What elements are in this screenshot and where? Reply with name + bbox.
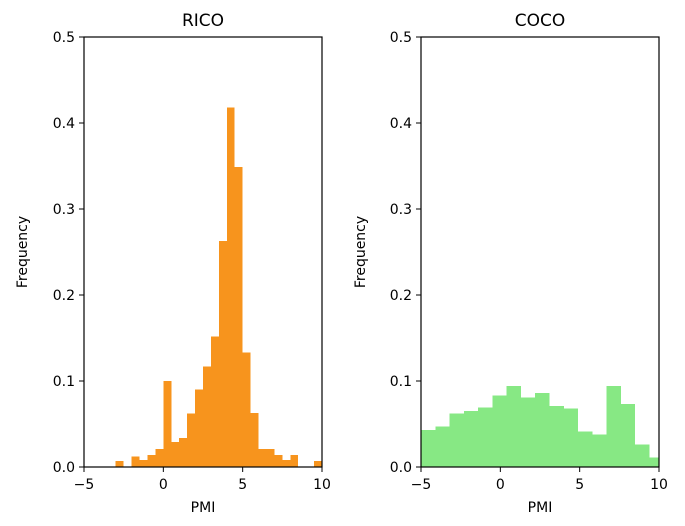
coco-bar <box>435 426 450 467</box>
coco-bar <box>535 393 550 467</box>
rico-bar <box>274 454 283 467</box>
rico-bar <box>203 366 211 467</box>
rico-bar <box>163 381 172 467</box>
rico-bar <box>258 448 267 467</box>
coco-y-tick-label: 0.5 <box>390 30 412 46</box>
coco-x-tick-label: 5 <box>575 477 584 493</box>
rico-bar <box>187 413 196 467</box>
rico-bar <box>234 166 243 468</box>
coco-x-tick-label: 10 <box>650 477 668 493</box>
coco-bar <box>592 434 607 467</box>
rico-axes-frame <box>83 36 323 468</box>
rico-bar <box>115 460 124 467</box>
coco-axes-frame <box>420 36 660 468</box>
rico-bar <box>195 389 203 467</box>
rico-y-tick-label: 0.1 <box>53 374 75 390</box>
coco-bar <box>421 430 436 467</box>
rico-y-tick-label: 0.5 <box>53 30 75 46</box>
rico-y-tick-label: 0.3 <box>53 202 75 218</box>
coco-y-ticks: 0.0 0.1 0.2 0.3 0.4 0.5 <box>390 30 421 476</box>
coco-bar <box>649 457 659 467</box>
rico-bar <box>179 437 188 467</box>
rico-bar <box>250 412 259 467</box>
rico-x-ticks: −5 0 5 10 <box>74 467 331 493</box>
coco-bar <box>506 386 521 467</box>
rico-bar <box>131 456 140 467</box>
rico-bar <box>290 454 299 467</box>
rico-y-tick-label: 0.4 <box>53 116 75 132</box>
coco-y-axis-label: Frequency <box>353 216 369 288</box>
coco-bar <box>606 386 621 467</box>
coco-bar <box>520 397 536 467</box>
rico-bar <box>266 448 275 467</box>
coco-y-tick-label: 0.2 <box>390 288 412 304</box>
rico-x-tick-label: 5 <box>238 477 247 493</box>
rico-bar <box>139 460 148 467</box>
coco-bar <box>449 413 464 467</box>
coco-x-tick-label: −5 <box>411 477 432 493</box>
coco-bar <box>563 408 579 467</box>
coco-panel: COCO 0.0 0.1 0.2 0.3 0.4 0.5 −5 0 5 10 PMI Frequ… <box>353 11 668 516</box>
rico-bar <box>218 240 227 467</box>
coco-bar <box>463 411 479 467</box>
rico-bar <box>314 460 322 467</box>
rico-y-tick-label: 0.0 <box>53 460 75 476</box>
coco-y-tick-label: 0.4 <box>390 116 412 132</box>
coco-bar <box>492 395 507 467</box>
coco-bars <box>421 386 659 467</box>
rico-panel: RICO 0.0 0.1 0.2 0.3 0.4 0.5 −5 0 5 10 PMI Frequ… <box>15 11 331 516</box>
rico-title: RICO <box>182 11 224 31</box>
coco-title: COCO <box>515 11 566 31</box>
coco-bar <box>635 444 650 467</box>
rico-bar <box>171 442 180 467</box>
coco-bar <box>620 404 636 467</box>
rico-y-ticks: 0.0 0.1 0.2 0.3 0.4 0.5 <box>53 30 84 476</box>
coco-bar <box>478 407 493 467</box>
rico-bar <box>282 460 291 467</box>
rico-bar <box>155 448 164 467</box>
coco-y-tick-label: 0.1 <box>390 374 412 390</box>
rico-bars <box>115 107 322 468</box>
coco-bar <box>578 431 593 467</box>
coco-bar <box>549 405 564 467</box>
rico-x-tick-label: 0 <box>159 477 168 493</box>
rico-x-tick-label: 10 <box>313 477 331 493</box>
rico-bar <box>242 352 251 467</box>
coco-x-axis-label: PMI <box>528 500 553 516</box>
rico-y-tick-label: 0.2 <box>53 288 75 304</box>
rico-bar <box>210 336 219 467</box>
coco-y-tick-label: 0.0 <box>390 460 412 476</box>
rico-bar <box>226 107 235 468</box>
rico-y-axis-label: Frequency <box>15 216 31 288</box>
rico-x-axis-label: PMI <box>191 500 216 516</box>
coco-x-tick-label: 0 <box>496 477 505 493</box>
coco-x-ticks: −5 0 5 10 <box>411 467 668 493</box>
coco-y-tick-label: 0.3 <box>390 202 412 218</box>
rico-x-tick-label: −5 <box>74 477 95 493</box>
rico-bar <box>147 454 156 467</box>
